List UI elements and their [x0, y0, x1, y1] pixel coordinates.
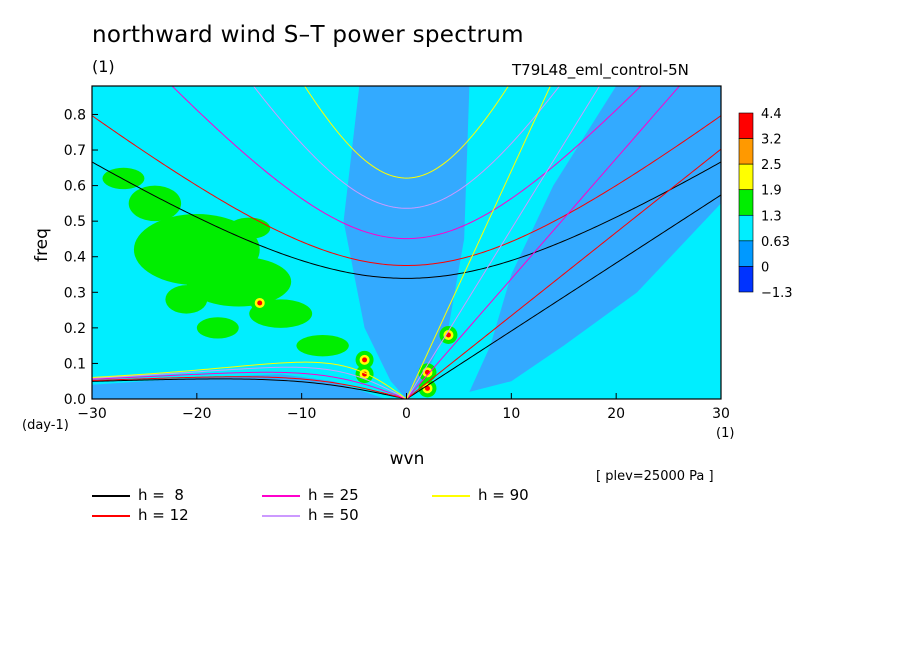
legend-label: h = 90	[478, 486, 529, 504]
dispersion-curve-h25	[92, 86, 681, 399]
colorbar-swatch	[738, 163, 754, 191]
spectral-peak	[355, 365, 374, 384]
x-axis-unit: (1)	[716, 426, 734, 441]
dispersion-curve-h12	[92, 115, 721, 399]
spectral-peak	[418, 379, 437, 398]
colorbar-swatch	[738, 189, 754, 216]
colorbar-label: 0	[761, 260, 769, 275]
y-axis-unit: (day-1)	[22, 418, 69, 433]
pressure-level-note: [ plev=25000 Pa ]	[596, 469, 714, 484]
y-tick-label: 0.3	[64, 285, 86, 301]
colorbar-label: 0.63	[761, 235, 790, 250]
legend-swatch	[92, 495, 130, 497]
high-power-patch	[228, 217, 271, 239]
experiment-label: T79L48_eml_control-5N	[512, 61, 689, 79]
colorbar-swatch	[738, 112, 754, 139]
spectrum-field	[92, 86, 721, 399]
y-tick-label: 0.4	[64, 250, 86, 266]
y-tick-label: 0.0	[64, 392, 86, 408]
colorbar-label: 2.5	[761, 158, 782, 173]
spectral-peak	[250, 293, 269, 312]
spectral-peak	[355, 350, 374, 369]
high-power-patch	[296, 334, 349, 357]
colorbar-label: 3.2	[761, 133, 782, 148]
dispersion-curve-h90	[92, 86, 551, 399]
x-axis-label: wvn	[390, 449, 425, 469]
y-axis-label: freq	[32, 228, 52, 262]
high-power-patch	[186, 256, 292, 307]
legend-label: h = 12	[138, 506, 189, 524]
low-power-region	[469, 86, 721, 392]
y-tick-label: 0.8	[64, 107, 86, 123]
x-tick-label: 10	[502, 406, 520, 422]
x-tick-label: 20	[607, 406, 625, 422]
y-tick-label: 0.7	[64, 143, 86, 159]
x-tick-label: −10	[287, 406, 317, 422]
x-tick-label: −20	[182, 406, 212, 422]
legend-swatch	[432, 495, 470, 497]
y-tick-label: 0.2	[64, 321, 86, 337]
x-tick-label: 30	[712, 406, 730, 422]
legend-swatch	[262, 515, 300, 517]
x-axis: −30 −20 −10 0 10 20 30	[77, 393, 730, 422]
x-tick-label: −30	[77, 406, 107, 422]
dispersion-curves	[92, 86, 721, 399]
chart-title: northward wind S–T power spectrum	[92, 22, 524, 48]
colorbar-label: 1.9	[761, 184, 782, 199]
legend-label: h = 25	[308, 486, 359, 504]
dispersion-curve-h50	[92, 86, 601, 399]
colorbar-swatch	[738, 138, 754, 165]
colorbar-swatch	[738, 214, 754, 242]
legend-swatch	[262, 495, 300, 497]
colorbar-label: 4.4	[761, 107, 782, 122]
spectral-peak	[439, 325, 458, 344]
high-power-patch	[165, 285, 208, 314]
legend-label: h = 8	[138, 486, 184, 504]
high-power-patch	[128, 185, 182, 222]
high-power-patch	[196, 317, 239, 339]
dispersion-curve-h8	[92, 161, 721, 399]
y-tick-label: 0.6	[64, 179, 86, 195]
low-power-region	[343, 86, 470, 399]
y-tick-label: 0.5	[64, 214, 86, 230]
colorbar-swatch	[738, 266, 754, 293]
colorbar-label: −1.3	[761, 286, 793, 301]
y-tick-label: 0.1	[64, 356, 86, 372]
units-label: (1)	[92, 57, 115, 76]
legend-swatch	[92, 515, 130, 517]
x-tick-label: 0	[402, 406, 411, 422]
colorbar-label: 1.3	[761, 209, 782, 224]
y-axis: 0.0 0.1 0.2 0.3 0.4 0.5 0.6 0.7 0.8	[64, 107, 98, 408]
colorbar-swatch	[738, 240, 754, 267]
legend-label: h = 50	[308, 506, 359, 524]
colorbar: 4.4 3.2 2.5 1.9 1.3 0.63 0 −1.3	[738, 107, 793, 301]
legend: h = 8 h = 12 h = 25 h = 50 h = 90	[92, 486, 562, 526]
